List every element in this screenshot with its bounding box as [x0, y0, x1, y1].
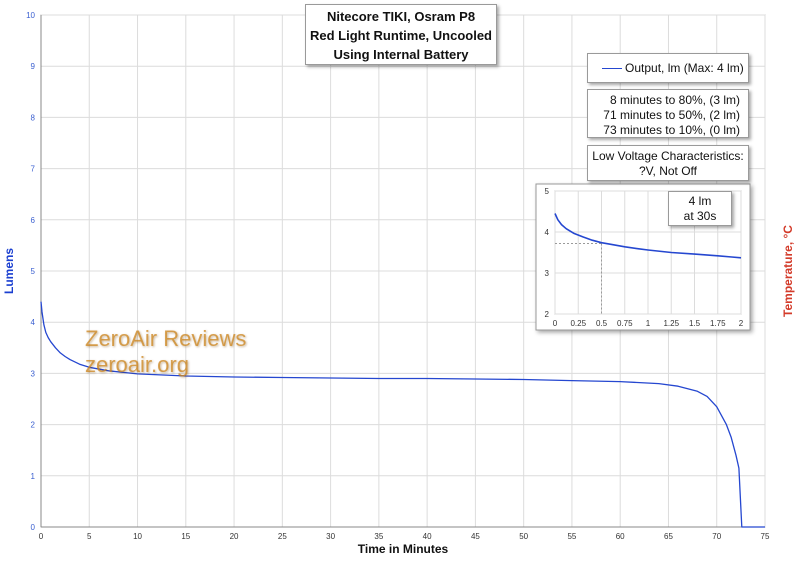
chart-title-line-3: Using Internal Battery	[333, 47, 469, 62]
x-tick-label-75: 75	[761, 532, 770, 541]
y-tick-label-10: 10	[26, 11, 35, 20]
low-voltage-box: Low Voltage Characteristics: ?V, Not Off	[587, 145, 749, 181]
inset-y-tick-label-2: 2	[545, 310, 550, 319]
y-tick-label-5: 5	[31, 267, 36, 276]
x-tick-label-40: 40	[423, 532, 432, 541]
low-voltage-line-1: Low Voltage Characteristics:	[592, 149, 744, 163]
inset-x-tick-label-1.25: 1.25	[663, 319, 679, 328]
legend-label: Output, lm (Max: 4 lm)	[625, 61, 744, 75]
y-tick-label-8: 8	[31, 113, 36, 122]
y-tick-label-3: 3	[31, 369, 36, 378]
y-tick-label-2: 2	[31, 421, 36, 430]
y-axis-title: Lumens	[2, 248, 16, 294]
inset-x-tick-label-0.25: 0.25	[570, 319, 586, 328]
stats-line-3: 73 minutes to 10%, (0 lm)	[603, 123, 740, 137]
x-tick-label-60: 60	[616, 532, 625, 541]
low-voltage-line-2: ?V, Not Off	[638, 164, 698, 178]
x-tick-label-25: 25	[278, 532, 287, 541]
watermark-line-2: zeroair.org	[85, 352, 189, 377]
chart-title-line-1: Nitecore TIKI, Osram P8	[326, 9, 476, 24]
y2-axis-title: Temperature, °C	[781, 225, 795, 317]
series-line-output	[40, 301, 765, 528]
chart-title-box: Nitecore TIKI, Osram P8 Red Light Runtim…	[305, 4, 497, 65]
legend-line-swatch	[602, 67, 622, 69]
y-tick-label-6: 6	[31, 216, 36, 225]
inset-annotation-box: 4 lm at 30s	[668, 191, 732, 226]
x-tick-label-55: 55	[567, 532, 576, 541]
x-tick-label-15: 15	[181, 532, 190, 541]
stats-line-1: 8 minutes to 80%, (3 lm)	[609, 93, 740, 107]
inset-y-tick-label-4: 4	[545, 228, 550, 237]
inset-x-tick-label-0: 0	[553, 319, 558, 328]
x-tick-label-45: 45	[471, 532, 480, 541]
inset-x-tick-label-1.5: 1.5	[689, 319, 701, 328]
chart-title-line-2: Red Light Runtime, Uncooled	[310, 28, 492, 43]
x-tick-label-10: 10	[133, 532, 142, 541]
y-tick-label-1: 1	[31, 472, 36, 481]
inset-x-tick-label-1.75: 1.75	[710, 319, 726, 328]
y-tick-label-7: 7	[31, 165, 36, 174]
x-tick-label-0: 0	[39, 532, 44, 541]
x-axis-title: Time in Minutes	[358, 542, 449, 556]
y-tick-label-4: 4	[31, 318, 36, 327]
y-tick-label-0: 0	[31, 523, 36, 532]
inset-series-line	[554, 213, 742, 259]
y-tick-label-9: 9	[31, 62, 36, 71]
legend-box: Output, lm (Max: 4 lm)	[587, 53, 749, 83]
x-tick-label-50: 50	[519, 532, 528, 541]
inset-x-tick-label-2: 2	[739, 319, 744, 328]
x-tick-label-65: 65	[664, 532, 673, 541]
watermark-line-1: ZeroAir Reviews	[85, 326, 247, 351]
stats-box: 8 minutes to 80%, (3 lm) 71 minutes to 5…	[587, 89, 749, 138]
x-tick-label-35: 35	[374, 532, 383, 541]
inset-y-tick-label-3: 3	[545, 269, 550, 278]
inset-y-tick-label-5: 5	[545, 187, 550, 196]
inset-x-tick-label-0.75: 0.75	[617, 319, 633, 328]
stats-line-2: 71 minutes to 50%, (2 lm)	[603, 108, 740, 122]
x-tick-label-20: 20	[230, 532, 239, 541]
x-tick-label-30: 30	[326, 532, 335, 541]
x-tick-label-70: 70	[712, 532, 721, 541]
inset-annotation-line-1: 4 lm	[688, 194, 712, 208]
inset-annotation-line-2: at 30s	[683, 209, 717, 223]
inset-x-tick-label-0.5: 0.5	[596, 319, 608, 328]
inset-x-tick-label-1: 1	[646, 319, 651, 328]
x-tick-label-5: 5	[87, 532, 92, 541]
